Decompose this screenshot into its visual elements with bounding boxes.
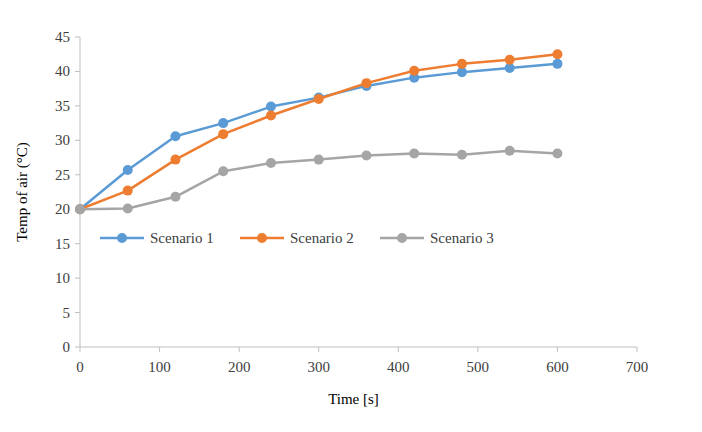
data-point xyxy=(457,59,467,69)
legend: Scenario 1 Scenario 2 Scenario 3 xyxy=(100,230,494,246)
y-tick-label: 10 xyxy=(55,270,70,286)
x-tick xyxy=(159,347,160,352)
legend-label: Scenario 3 xyxy=(430,230,494,246)
data-point xyxy=(266,102,276,112)
x-tick-label: 200 xyxy=(228,359,251,375)
data-point xyxy=(266,158,276,168)
y-tick xyxy=(75,347,80,348)
y-tick-label: 20 xyxy=(55,201,70,217)
y-tick-label: 15 xyxy=(55,236,70,252)
legend-label: Scenario 2 xyxy=(290,230,354,246)
chart: 0 5 10 15 20 25 30 35 40 45 0 100 200 300 400 500 600 700… xyxy=(0,0,702,432)
y-tick xyxy=(75,37,80,38)
data-point xyxy=(75,204,85,214)
y-tick xyxy=(75,278,80,279)
data-point xyxy=(361,150,371,160)
y-tick-label: 40 xyxy=(55,63,70,79)
y-tick-label: 35 xyxy=(55,98,70,114)
data-point xyxy=(123,165,133,175)
data-point xyxy=(552,49,562,59)
x-tick-label: 300 xyxy=(307,359,330,375)
x-tick xyxy=(80,347,81,352)
data-point xyxy=(218,118,228,128)
x-tick xyxy=(637,347,638,352)
y-tick-label: 45 xyxy=(55,29,70,45)
y-tick xyxy=(75,105,80,106)
data-point xyxy=(409,148,419,158)
data-point xyxy=(170,131,180,141)
y-tick xyxy=(75,174,80,175)
data-point xyxy=(314,94,324,104)
data-point xyxy=(409,66,419,76)
data-point xyxy=(552,148,562,158)
data-point xyxy=(266,111,276,121)
data-point xyxy=(123,186,133,196)
data-point xyxy=(314,155,324,165)
legend-marker xyxy=(257,233,267,243)
x-axis-line xyxy=(80,347,637,348)
series-line xyxy=(80,151,557,210)
legend-label: Scenario 1 xyxy=(150,230,214,246)
data-point xyxy=(75,204,85,214)
x-tick-label: 0 xyxy=(76,359,84,375)
series-line xyxy=(80,54,557,209)
x-tick xyxy=(239,347,240,352)
y-axis-line xyxy=(80,37,81,347)
data-point xyxy=(170,155,180,165)
x-axis-title: Time [s] xyxy=(328,391,379,407)
x-tick-label: 400 xyxy=(387,359,410,375)
y-tick xyxy=(75,243,80,244)
data-point xyxy=(170,192,180,202)
data-point xyxy=(552,59,562,69)
data-point xyxy=(218,166,228,176)
x-tick-label: 700 xyxy=(626,359,649,375)
data-point xyxy=(505,146,515,156)
y-tick xyxy=(75,140,80,141)
plot-area xyxy=(75,49,562,214)
y-tick-label: 25 xyxy=(55,167,70,183)
data-point xyxy=(218,129,228,139)
data-point xyxy=(75,204,85,214)
y-tick-label: 5 xyxy=(63,305,71,321)
x-tick-label: 100 xyxy=(148,359,171,375)
x-tick xyxy=(398,347,399,352)
x-tick xyxy=(477,347,478,352)
data-point xyxy=(361,78,371,88)
y-tick-label: 30 xyxy=(55,132,70,148)
legend-marker xyxy=(397,233,407,243)
legend-marker xyxy=(117,233,127,243)
data-point xyxy=(505,55,515,65)
y-axis-title: Temp of air (°C) xyxy=(14,142,31,242)
x-tick xyxy=(557,347,558,352)
x-tick-label: 500 xyxy=(467,359,490,375)
y-tick-label: 0 xyxy=(63,339,71,355)
data-point xyxy=(457,150,467,160)
series-line xyxy=(80,64,557,209)
y-tick xyxy=(75,71,80,72)
y-tick xyxy=(75,312,80,313)
x-tick xyxy=(318,347,319,352)
x-tick-label: 600 xyxy=(546,359,569,375)
data-point xyxy=(123,204,133,214)
